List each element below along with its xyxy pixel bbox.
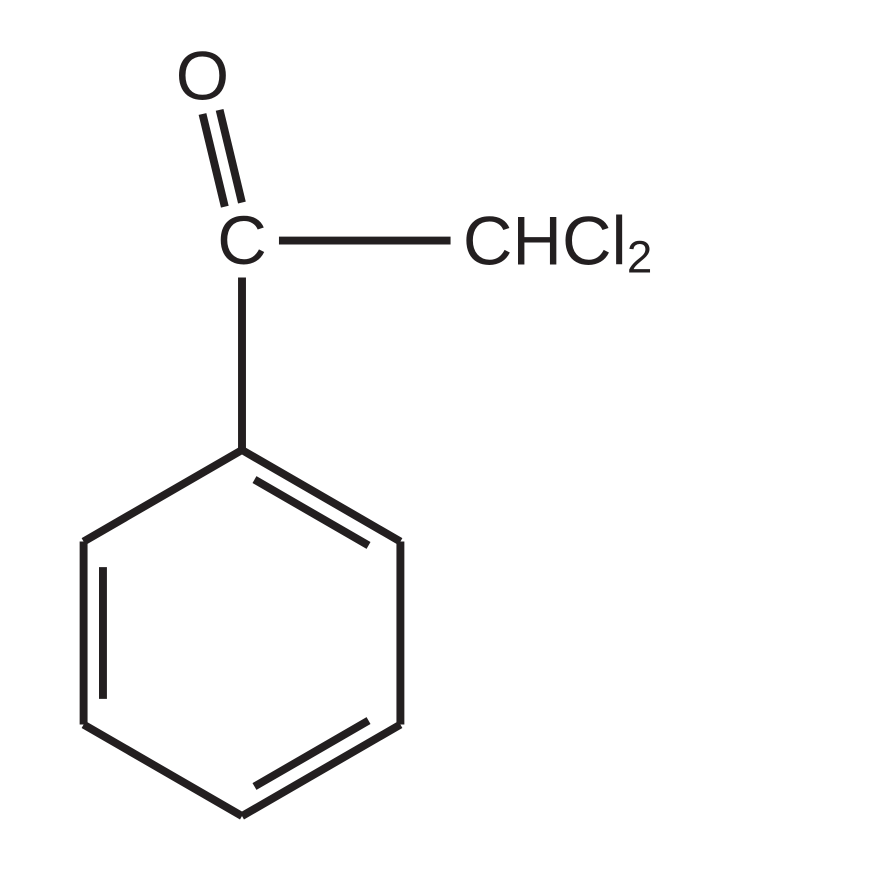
atom-C1: C bbox=[217, 202, 267, 279]
atom-O: O bbox=[176, 38, 229, 115]
atom-CHCl2: CHCl2 bbox=[463, 202, 652, 282]
molecule-diagram: O C CHCl2 bbox=[0, 0, 890, 890]
